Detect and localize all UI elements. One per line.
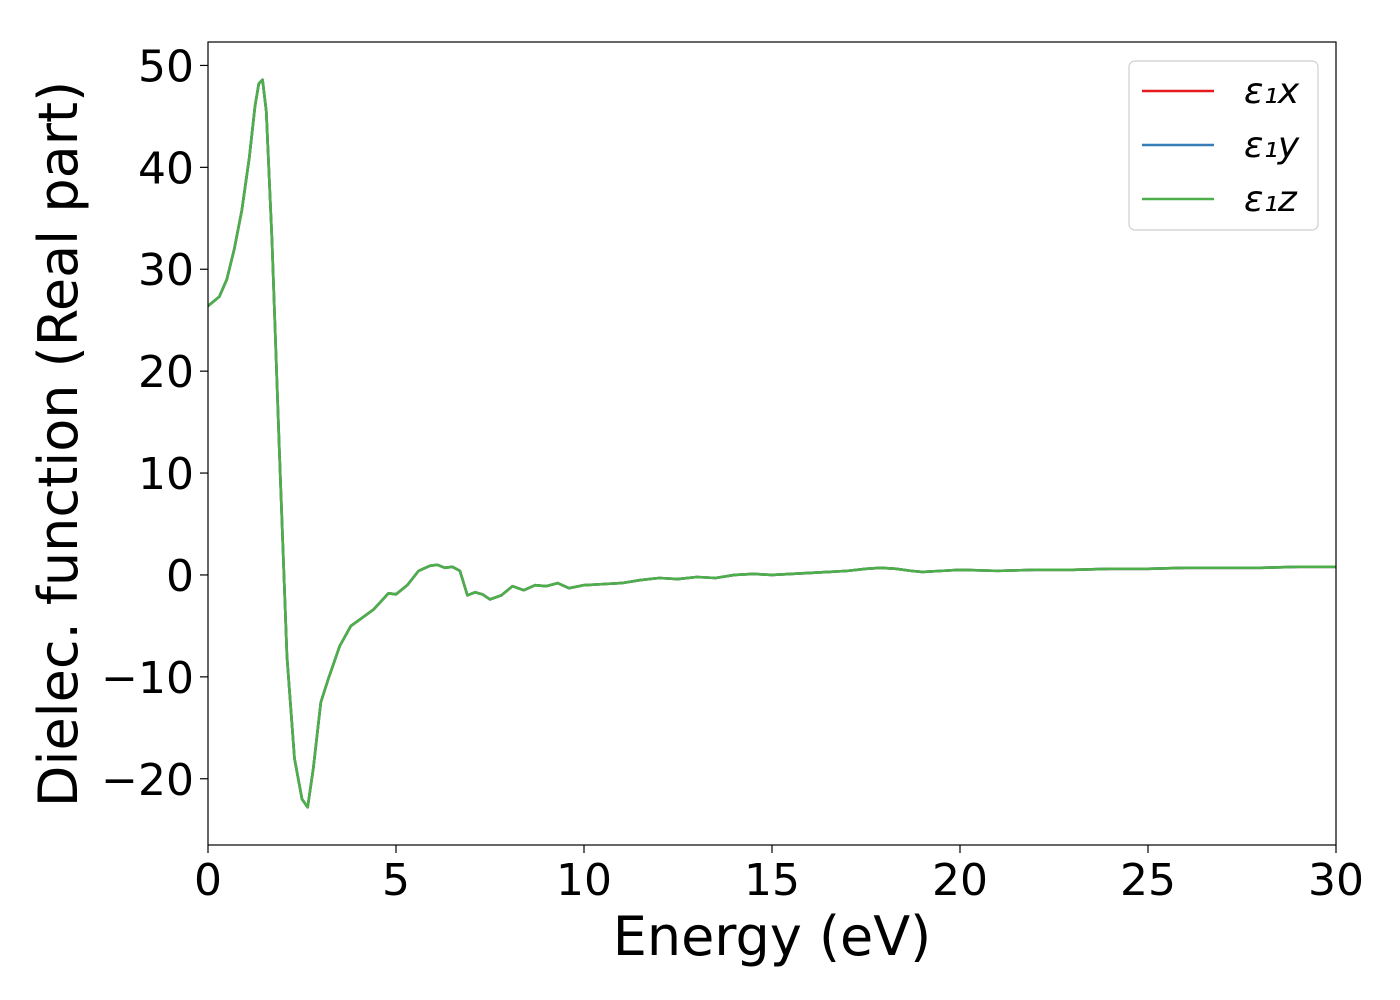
- legend-box: [1128, 60, 1319, 231]
- x-tick-label: 5: [382, 855, 410, 906]
- x-tick-label: 10: [556, 855, 612, 906]
- y-axis-label: Dielec. function (Real part): [27, 81, 90, 807]
- legend-label-3: ε₁z: [1244, 179, 1298, 220]
- y-tick-label: 20: [138, 347, 194, 398]
- y-tick-label: 50: [138, 41, 194, 92]
- y-tick-label: 40: [138, 143, 194, 194]
- series-line-3: [208, 78, 1336, 809]
- x-tick-label: 15: [744, 855, 800, 906]
- x-tick-label: 0: [194, 855, 222, 906]
- legend-label-1: ε₁x: [1244, 71, 1300, 112]
- x-axis-label: Energy (eV): [613, 905, 932, 968]
- x-tick-label: 30: [1308, 855, 1364, 906]
- y-tick-label: 30: [138, 245, 194, 296]
- y-axis: −20 −10 0 10 20 30 40 50: [101, 41, 208, 806]
- legend: ε₁x ε₁y ε₁z: [1128, 60, 1319, 231]
- x-tick-label: 25: [1120, 855, 1176, 906]
- x-tick-label: 20: [932, 855, 988, 906]
- y-tick-label: −20: [101, 755, 194, 806]
- y-tick-label: 10: [138, 449, 194, 500]
- y-tick-label: 0: [166, 551, 194, 602]
- series-layer: [208, 78, 1336, 809]
- y-tick-label: −10: [101, 653, 194, 704]
- x-axis: 0 5 10 15 20 25 30: [194, 845, 1364, 906]
- legend-label-2: ε₁y: [1244, 125, 1300, 166]
